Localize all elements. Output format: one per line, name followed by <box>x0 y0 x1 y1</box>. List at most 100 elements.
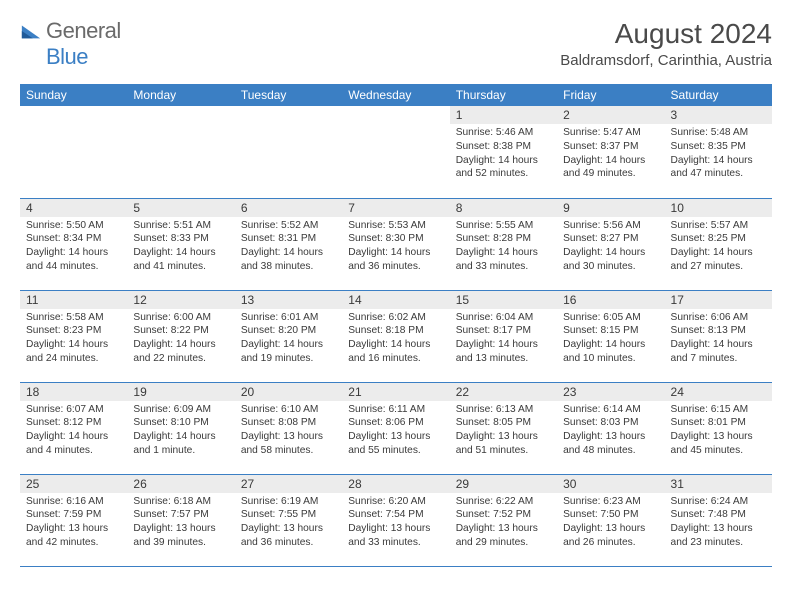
calendar-table: SundayMondayTuesdayWednesdayThursdayFrid… <box>20 84 772 567</box>
day-number: 27 <box>235 475 342 493</box>
day-details: Sunrise: 5:58 AMSunset: 8:23 PMDaylight:… <box>20 309 127 370</box>
calendar-week-row: 11Sunrise: 5:58 AMSunset: 8:23 PMDayligh… <box>20 290 772 382</box>
calendar-day-cell: 9Sunrise: 5:56 AMSunset: 8:27 PMDaylight… <box>557 198 664 290</box>
day-details: Sunrise: 6:13 AMSunset: 8:05 PMDaylight:… <box>450 401 557 462</box>
logo: General Blue <box>20 18 121 70</box>
calendar-day-cell: 24Sunrise: 6:15 AMSunset: 8:01 PMDayligh… <box>665 382 772 474</box>
day-details: Sunrise: 6:06 AMSunset: 8:13 PMDaylight:… <box>665 309 772 370</box>
day-details: Sunrise: 5:57 AMSunset: 8:25 PMDaylight:… <box>665 217 772 278</box>
calendar-day-cell: 15Sunrise: 6:04 AMSunset: 8:17 PMDayligh… <box>450 290 557 382</box>
calendar-day-cell: 27Sunrise: 6:19 AMSunset: 7:55 PMDayligh… <box>235 474 342 566</box>
day-number: 20 <box>235 383 342 401</box>
day-number: 9 <box>557 199 664 217</box>
calendar-day-cell: 26Sunrise: 6:18 AMSunset: 7:57 PMDayligh… <box>127 474 234 566</box>
day-details: Sunrise: 6:09 AMSunset: 8:10 PMDaylight:… <box>127 401 234 462</box>
day-number: 12 <box>127 291 234 309</box>
weekday-header: Thursday <box>450 84 557 106</box>
day-number: 31 <box>665 475 772 493</box>
calendar-week-row: 18Sunrise: 6:07 AMSunset: 8:12 PMDayligh… <box>20 382 772 474</box>
calendar-day-cell: 31Sunrise: 6:24 AMSunset: 7:48 PMDayligh… <box>665 474 772 566</box>
calendar-body: 1Sunrise: 5:46 AMSunset: 8:38 PMDaylight… <box>20 106 772 566</box>
day-details: Sunrise: 6:02 AMSunset: 8:18 PMDaylight:… <box>342 309 449 370</box>
day-details: Sunrise: 6:07 AMSunset: 8:12 PMDaylight:… <box>20 401 127 462</box>
day-number: 3 <box>665 106 772 124</box>
month-title: August 2024 <box>560 18 772 50</box>
day-number: 23 <box>557 383 664 401</box>
day-details: Sunrise: 5:47 AMSunset: 8:37 PMDaylight:… <box>557 124 664 185</box>
calendar-week-row: 4Sunrise: 5:50 AMSunset: 8:34 PMDaylight… <box>20 198 772 290</box>
day-number: 1 <box>450 106 557 124</box>
calendar-day-cell: 21Sunrise: 6:11 AMSunset: 8:06 PMDayligh… <box>342 382 449 474</box>
calendar-day-cell: 30Sunrise: 6:23 AMSunset: 7:50 PMDayligh… <box>557 474 664 566</box>
calendar-day-cell: 2Sunrise: 5:47 AMSunset: 8:37 PMDaylight… <box>557 106 664 198</box>
calendar-day-cell: 5Sunrise: 5:51 AMSunset: 8:33 PMDaylight… <box>127 198 234 290</box>
calendar-day-cell: 16Sunrise: 6:05 AMSunset: 8:15 PMDayligh… <box>557 290 664 382</box>
calendar-day-cell: 20Sunrise: 6:10 AMSunset: 8:08 PMDayligh… <box>235 382 342 474</box>
calendar-day-cell: 14Sunrise: 6:02 AMSunset: 8:18 PMDayligh… <box>342 290 449 382</box>
day-number: 22 <box>450 383 557 401</box>
calendar-day-cell: 10Sunrise: 5:57 AMSunset: 8:25 PMDayligh… <box>665 198 772 290</box>
day-number: 7 <box>342 199 449 217</box>
day-number: 30 <box>557 475 664 493</box>
calendar-day-cell: 29Sunrise: 6:22 AMSunset: 7:52 PMDayligh… <box>450 474 557 566</box>
weekday-header-row: SundayMondayTuesdayWednesdayThursdayFrid… <box>20 84 772 106</box>
logo-triangle-icon <box>20 20 42 42</box>
calendar-day-cell: 13Sunrise: 6:01 AMSunset: 8:20 PMDayligh… <box>235 290 342 382</box>
day-details: Sunrise: 6:23 AMSunset: 7:50 PMDaylight:… <box>557 493 664 554</box>
day-details: Sunrise: 5:52 AMSunset: 8:31 PMDaylight:… <box>235 217 342 278</box>
calendar-day-cell: 23Sunrise: 6:14 AMSunset: 8:03 PMDayligh… <box>557 382 664 474</box>
calendar-day-cell <box>127 106 234 198</box>
calendar-day-cell: 19Sunrise: 6:09 AMSunset: 8:10 PMDayligh… <box>127 382 234 474</box>
day-number: 11 <box>20 291 127 309</box>
calendar-day-cell: 25Sunrise: 6:16 AMSunset: 7:59 PMDayligh… <box>20 474 127 566</box>
day-details: Sunrise: 6:14 AMSunset: 8:03 PMDaylight:… <box>557 401 664 462</box>
day-details: Sunrise: 6:20 AMSunset: 7:54 PMDaylight:… <box>342 493 449 554</box>
day-details: Sunrise: 6:16 AMSunset: 7:59 PMDaylight:… <box>20 493 127 554</box>
day-details: Sunrise: 6:10 AMSunset: 8:08 PMDaylight:… <box>235 401 342 462</box>
day-details: Sunrise: 5:46 AMSunset: 8:38 PMDaylight:… <box>450 124 557 185</box>
calendar-day-cell: 8Sunrise: 5:55 AMSunset: 8:28 PMDaylight… <box>450 198 557 290</box>
calendar-day-cell: 12Sunrise: 6:00 AMSunset: 8:22 PMDayligh… <box>127 290 234 382</box>
calendar-day-cell: 6Sunrise: 5:52 AMSunset: 8:31 PMDaylight… <box>235 198 342 290</box>
day-number: 26 <box>127 475 234 493</box>
weekday-header: Wednesday <box>342 84 449 106</box>
day-number: 28 <box>342 475 449 493</box>
weekday-header: Friday <box>557 84 664 106</box>
day-number: 4 <box>20 199 127 217</box>
day-details: Sunrise: 6:15 AMSunset: 8:01 PMDaylight:… <box>665 401 772 462</box>
day-number: 10 <box>665 199 772 217</box>
day-number: 13 <box>235 291 342 309</box>
logo-text-blue: Blue <box>46 44 88 69</box>
day-number: 8 <box>450 199 557 217</box>
day-number: 5 <box>127 199 234 217</box>
day-number: 14 <box>342 291 449 309</box>
day-details: Sunrise: 5:53 AMSunset: 8:30 PMDaylight:… <box>342 217 449 278</box>
header-bar: General Blue August 2024 Baldramsdorf, C… <box>20 18 772 70</box>
calendar-day-cell: 7Sunrise: 5:53 AMSunset: 8:30 PMDaylight… <box>342 198 449 290</box>
day-details: Sunrise: 5:55 AMSunset: 8:28 PMDaylight:… <box>450 217 557 278</box>
day-number: 17 <box>665 291 772 309</box>
day-number: 25 <box>20 475 127 493</box>
weekday-header: Tuesday <box>235 84 342 106</box>
title-block: August 2024 Baldramsdorf, Carinthia, Aus… <box>560 18 772 69</box>
day-details: Sunrise: 6:05 AMSunset: 8:15 PMDaylight:… <box>557 309 664 370</box>
calendar-day-cell: 11Sunrise: 5:58 AMSunset: 8:23 PMDayligh… <box>20 290 127 382</box>
logo-text-general: General <box>46 18 121 43</box>
day-number: 15 <box>450 291 557 309</box>
day-details: Sunrise: 5:48 AMSunset: 8:35 PMDaylight:… <box>665 124 772 185</box>
day-number: 21 <box>342 383 449 401</box>
day-number: 19 <box>127 383 234 401</box>
calendar-day-cell: 18Sunrise: 6:07 AMSunset: 8:12 PMDayligh… <box>20 382 127 474</box>
day-details: Sunrise: 6:22 AMSunset: 7:52 PMDaylight:… <box>450 493 557 554</box>
calendar-day-cell: 1Sunrise: 5:46 AMSunset: 8:38 PMDaylight… <box>450 106 557 198</box>
calendar-week-row: 1Sunrise: 5:46 AMSunset: 8:38 PMDaylight… <box>20 106 772 198</box>
weekday-header: Saturday <box>665 84 772 106</box>
day-number: 18 <box>20 383 127 401</box>
day-details: Sunrise: 5:51 AMSunset: 8:33 PMDaylight:… <box>127 217 234 278</box>
day-details: Sunrise: 6:01 AMSunset: 8:20 PMDaylight:… <box>235 309 342 370</box>
day-details: Sunrise: 5:50 AMSunset: 8:34 PMDaylight:… <box>20 217 127 278</box>
weekday-header: Sunday <box>20 84 127 106</box>
day-details: Sunrise: 6:00 AMSunset: 8:22 PMDaylight:… <box>127 309 234 370</box>
calendar-day-cell: 28Sunrise: 6:20 AMSunset: 7:54 PMDayligh… <box>342 474 449 566</box>
day-number: 16 <box>557 291 664 309</box>
